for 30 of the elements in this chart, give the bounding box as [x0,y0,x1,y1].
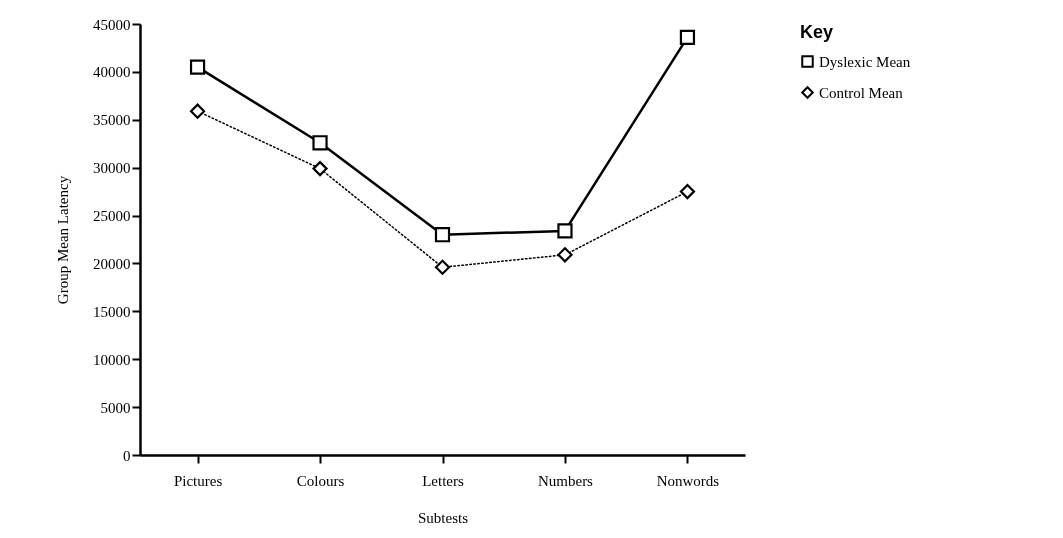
legend-title: Key [800,22,834,42]
point [679,183,696,200]
point [189,103,206,119]
y-tick-label: 40000 [93,64,131,81]
point [434,227,451,243]
point [557,223,573,239]
y-axis-title: Group Mean Latency [55,175,71,305]
point [312,161,328,177]
point [189,59,206,75]
legend-label: Dyslexic Mean [819,53,911,70]
legend-label: Control Mean [819,84,904,101]
y-tick-label: 5000 [100,399,131,416]
point [679,29,696,46]
x-tick-label: Colours [296,472,345,489]
x-tick-label: Letters [422,472,464,489]
y-tick-label: 0 [123,447,131,464]
x-tick-label: Nonwords [656,472,720,489]
point [434,259,451,275]
x-tick-label: Pictures [173,472,223,489]
y-tick-label: 10000 [93,351,131,368]
y-tick-label: 30000 [93,160,131,177]
x-tick-label: Numbers [537,472,594,489]
point [312,135,328,151]
y-tick-label: 25000 [93,208,131,225]
y-tick-label: 35000 [93,112,131,129]
y-tick-label: 20000 [93,255,131,272]
y-tick-label: 45000 [93,16,131,33]
x-axis-title: Subtests [417,509,469,526]
y-tick-label: 15000 [93,303,131,320]
point [557,247,573,263]
